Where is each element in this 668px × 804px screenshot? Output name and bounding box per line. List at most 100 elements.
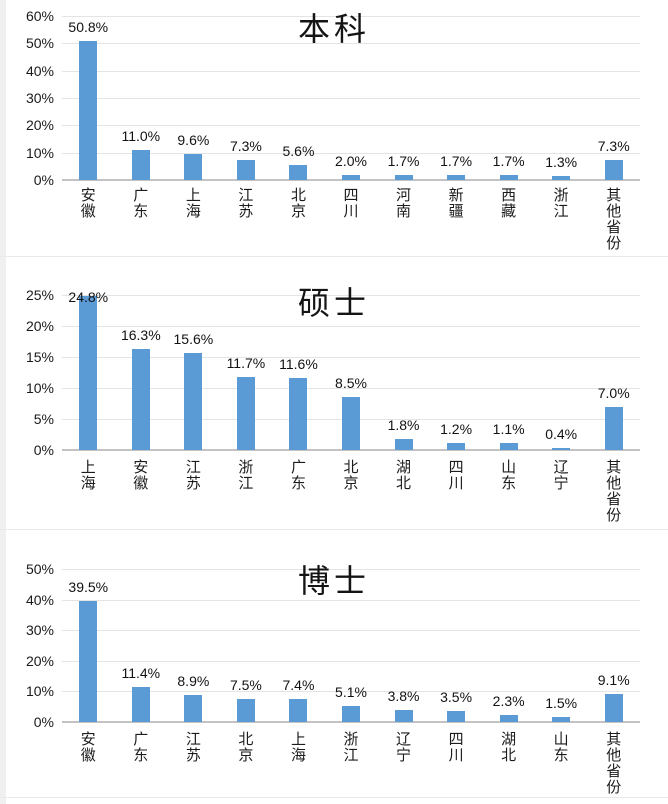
x-category-char: 其 [606,188,622,204]
gridline [62,16,640,17]
x-category-char: 其 [606,460,622,476]
x-category-char: 江 [185,732,201,748]
x-category-label: 浙江 [339,732,363,764]
y-tick-label: 20% [25,652,54,669]
bar [447,175,466,180]
x-category-char: 海 [290,748,306,764]
x-category-label: 安徽 [76,732,100,764]
y-tick-label: 5% [33,411,54,427]
gridline [62,599,640,601]
gridline [62,357,640,358]
y-tick-label: 50% [25,35,54,52]
bar-value-label: 7.3% [597,138,630,155]
x-category-char: 辽 [553,460,569,476]
x-category-char: 西 [501,188,517,204]
y-tick-label: 0% [33,442,54,458]
x-category-label: 山东 [549,732,573,764]
x-category-label: 山东 [497,460,521,492]
x-category-char: 东 [133,748,149,764]
x-category-char: 湖 [396,460,412,476]
bar [342,174,360,180]
x-category-char: 他 [606,476,622,492]
x-category-char: 江 [343,748,359,764]
x-category-label: 广东 [129,732,153,764]
x-category-label: 上海 [181,188,205,220]
bar [79,41,98,180]
gridline [62,295,640,296]
bar-value-label: 2.3% [492,692,525,709]
x-category-char: 宁 [553,476,569,492]
y-tick-label: 15% [25,349,54,365]
x-category-char: 浙 [343,732,359,748]
bar-value-label: 5.6% [282,142,315,159]
x-category-char: 辽 [396,732,412,748]
x-category-char: 江 [553,204,569,220]
y-tick-label: 0% [33,172,54,188]
chart-panel-doctor: 博士 50% 40% 30% 20% 10% 0% 39.5% 安徽 11.4% 广东 8.9% 江苏… [0,552,668,798]
gridline [62,70,640,72]
bar-value-label: 5.1% [335,684,367,701]
y-tick-label: 60% [25,8,54,24]
y-tick-label: 10% [25,144,54,161]
y-tick-label: 40% [25,62,54,79]
bar [289,164,308,180]
x-category-char: 疆 [448,204,464,220]
bar-value-label: 7.0% [597,384,630,401]
x-category-label: 安徽 [129,460,153,492]
x-category-char: 海 [80,476,96,492]
bar-value-label: 1.3% [545,154,578,171]
x-category-char: 安 [80,188,96,204]
x-category-char: 东 [133,204,149,220]
bar [552,717,571,722]
bar-value-label: 1.5% [545,695,578,712]
bar [131,348,150,450]
x-category-char: 上 [80,460,96,476]
x-category-char: 东 [501,476,517,492]
bar [184,353,203,450]
x-category-char: 徽 [80,204,96,220]
chart-panel-master: 硕士 25% 20% 15% 10% 5% 0% 24.8% 上海 16.3% 安徽 15.6% 江苏… [0,268,668,530]
bar-value-label: 0.4% [545,425,578,442]
bar [131,687,150,722]
x-category-label: 北京 [234,732,258,764]
bar [604,160,623,180]
x-category-char: 他 [606,748,622,764]
bar-value-label: 11.7% [226,355,266,372]
y-tick-label: 10% [25,380,54,396]
gridline [62,388,640,389]
bar [604,694,623,722]
gridline [62,660,640,662]
x-category-char: 江 [185,460,201,476]
bar [79,601,98,722]
bar [131,149,150,180]
x-category-char: 徽 [80,748,96,764]
x-category-label: 浙江 [234,460,258,492]
bar-value-label: 16.3% [120,326,161,343]
bar [499,714,518,722]
x-category-label: 辽宁 [392,732,416,764]
y-tick-label: 20% [25,318,54,334]
x-category-char: 省 [606,220,622,236]
bar [236,377,255,450]
x-category-char: 宁 [396,748,412,764]
chart-title-master: 硕士 [297,285,370,321]
bar-value-label: 50.8% [68,19,109,36]
bar-value-label: 24.8% [68,289,109,305]
x-category-char: 浙 [238,460,254,476]
bar-value-label: 1.7% [492,153,525,170]
x-category-char: 苏 [185,476,201,492]
bar [394,438,413,450]
x-category-char: 新 [448,188,464,204]
x-category-label: 西藏 [497,188,521,220]
x-category-char: 北 [238,732,254,748]
bar [394,175,413,180]
x-category-char: 份 [606,508,622,524]
bar [342,397,360,450]
x-category-label: 四川 [444,460,468,492]
bar-value-label: 1.2% [440,420,473,437]
x-category-char: 北 [343,460,359,476]
bar [289,699,308,722]
x-category-char: 东 [290,476,306,492]
chart-panel-bachelor: 本科 60% 50% 40% 30% 20% 10% 0% 50.8% 安徽 11.0% 广东 9.6… [0,0,668,257]
x-category-label: 其他省份 [602,188,626,252]
